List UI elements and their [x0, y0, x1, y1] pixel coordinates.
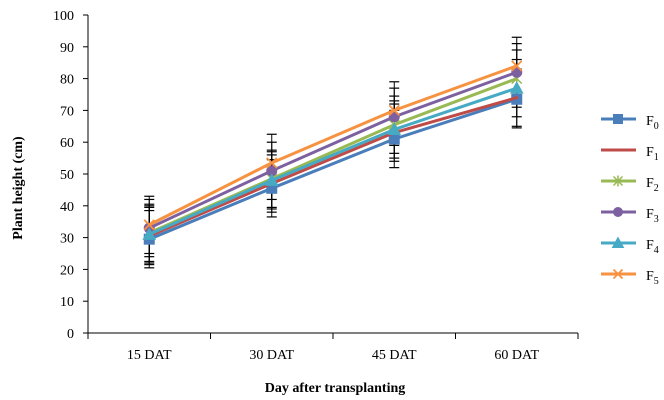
data-point	[143, 219, 155, 231]
legend-label-base: F	[646, 269, 654, 284]
series-line	[148, 70, 518, 230]
legend-label-base: F	[646, 114, 654, 129]
data-point	[264, 173, 279, 186]
series-line	[148, 96, 518, 238]
legend-label-subscript: 0	[654, 121, 659, 132]
legend-label-subscript: 2	[654, 183, 659, 194]
plot-area	[142, 36, 524, 269]
y-tick-label: 0	[67, 327, 74, 342]
circle-marker	[613, 207, 623, 217]
x-marker	[266, 157, 278, 169]
square-marker	[613, 114, 623, 124]
legend-label-base: F	[646, 238, 654, 253]
series-line	[148, 64, 518, 227]
data-point	[387, 122, 402, 135]
y-tick-label: 50	[60, 168, 74, 183]
data-point	[511, 60, 523, 72]
x-marker-stroke	[511, 60, 523, 72]
x-marker	[511, 60, 523, 72]
series-line	[148, 97, 518, 241]
data-point	[266, 157, 278, 169]
legend-label: F4	[646, 238, 659, 256]
legend-label-base: F	[646, 145, 654, 160]
y-axis-title: Plant height (cm)	[11, 136, 26, 240]
legend-label-base: F	[646, 207, 654, 222]
data-point	[388, 104, 400, 117]
x-marker-stroke	[143, 219, 155, 231]
series-f4	[142, 81, 524, 240]
series-line	[148, 86, 518, 236]
triangle-marker	[142, 227, 157, 240]
x-tick-label: 60 DAT	[494, 348, 539, 363]
y-tick-label: 20	[60, 263, 74, 278]
x-tick-label: 15 DAT	[127, 348, 172, 363]
legend-label-subscript: 1	[654, 152, 659, 163]
y-tick-label: 90	[60, 41, 74, 56]
legend-label-subscript: 3	[654, 214, 659, 225]
y-tick-label: 70	[60, 104, 74, 119]
series-f0	[143, 93, 523, 245]
legend-item-f5: F5	[601, 268, 659, 287]
x-marker	[612, 268, 624, 280]
triangle-marker	[264, 173, 279, 186]
x-marker	[143, 219, 155, 231]
triangle-marker	[387, 122, 402, 135]
y-tick-label: 30	[60, 232, 74, 247]
data-point	[515, 96, 519, 100]
x-marker	[388, 104, 400, 117]
star-marker	[612, 175, 624, 187]
legend-label: F1	[646, 145, 659, 163]
legend-item-f0: F0	[601, 114, 659, 132]
y-tick-label: 100	[53, 9, 74, 24]
triangle-marker	[611, 236, 625, 248]
y-tick-label: 80	[60, 73, 74, 88]
triangle-marker	[509, 81, 524, 94]
x-marker-stroke	[612, 268, 624, 280]
legend-label: F0	[646, 114, 659, 132]
axes: 0 10 20 30 40 50 60 70 80 90 100 15 DAT 30 DAT 45 DAT…	[53, 9, 579, 363]
legend-item-f1: F1	[601, 145, 659, 163]
legend-item-f4: F4	[601, 236, 659, 256]
data-point	[509, 81, 524, 94]
x-tick-label: 30 DAT	[249, 348, 294, 363]
y-tick-label: 10	[60, 295, 74, 310]
legend-label: F2	[646, 176, 659, 194]
legend-label-subscript: 5	[654, 276, 659, 287]
x-marker-stroke	[388, 104, 400, 117]
legend-item-f2: F2	[601, 175, 659, 194]
legend-label: F5	[646, 269, 659, 287]
x-marker-stroke	[266, 157, 278, 169]
legend-label-subscript: 4	[654, 245, 659, 256]
x-tick-label: 45 DAT	[372, 348, 417, 363]
data-point	[142, 227, 157, 240]
legend-label-base: F	[646, 176, 654, 191]
legend-label: F3	[646, 207, 659, 225]
legend-item-f3: F3	[601, 207, 659, 225]
y-tick-label: 60	[60, 136, 74, 151]
y-tick-label: 40	[60, 200, 74, 215]
series-f5	[143, 60, 523, 231]
x-axis-title: Day after transplanting	[265, 381, 406, 396]
